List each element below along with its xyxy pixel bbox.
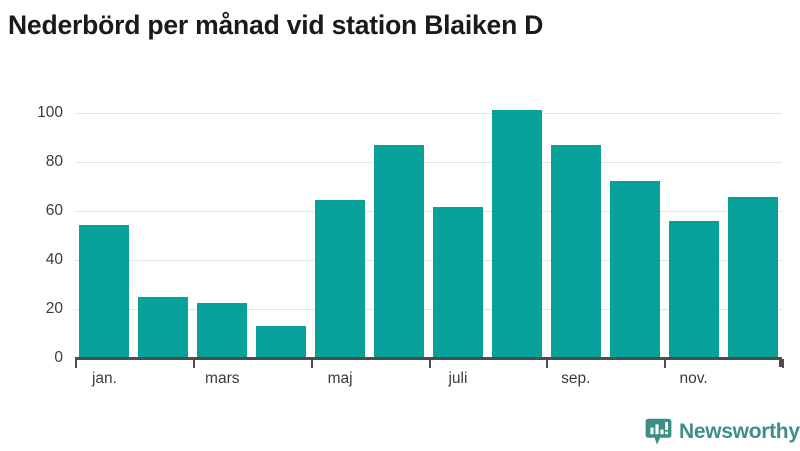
newsworthy-wordmark: Newsworthy bbox=[679, 420, 800, 443]
bar-feb[interactable] bbox=[138, 297, 189, 358]
bars-layer bbox=[75, 83, 782, 358]
y-tick-label-20: 20 bbox=[45, 300, 63, 317]
bar-okt[interactable] bbox=[609, 181, 660, 358]
y-tick-label-100: 100 bbox=[37, 104, 63, 121]
x-axis-line bbox=[75, 357, 782, 360]
gridline-20 bbox=[75, 309, 782, 310]
x-tick-label-sep: sep. bbox=[561, 370, 591, 387]
bar-maj[interactable] bbox=[315, 199, 366, 358]
y-tick-label-0: 0 bbox=[54, 349, 63, 366]
x-tick-mark bbox=[192, 359, 195, 368]
bar-aug[interactable] bbox=[491, 109, 542, 358]
x-tick-label-mars: mars bbox=[205, 370, 240, 387]
bar-sep[interactable] bbox=[550, 144, 601, 358]
gridline-60 bbox=[75, 211, 782, 212]
bar-juli[interactable] bbox=[432, 207, 483, 358]
bar-jan[interactable] bbox=[79, 224, 130, 358]
y-tick-label-60: 60 bbox=[45, 202, 63, 219]
y-tick-label-40: 40 bbox=[45, 251, 63, 268]
x-tick-label-juli: juli bbox=[448, 370, 468, 387]
newsworthy-logo[interactable]: Newsworthy bbox=[645, 418, 800, 446]
bar-juni[interactable] bbox=[374, 144, 425, 358]
x-tick-mark bbox=[75, 359, 77, 368]
y-axis: 100 80 60 40 20 0 bbox=[0, 0, 63, 450]
x-tick-mark bbox=[310, 359, 313, 368]
gridline-100 bbox=[75, 113, 782, 114]
x-tick-mark bbox=[782, 359, 784, 368]
y-tick-label-80: 80 bbox=[45, 153, 63, 170]
x-tick-label-maj: maj bbox=[327, 370, 353, 387]
x-tick-mark bbox=[428, 359, 431, 368]
bar-apr[interactable] bbox=[256, 325, 307, 358]
chart-title: Nederbörd per månad vid station Blaiken … bbox=[8, 10, 544, 40]
x-tick-mark bbox=[664, 359, 667, 368]
x-tick-mark bbox=[546, 359, 549, 368]
gridline-80 bbox=[75, 162, 782, 163]
x-tick-label-jan: jan. bbox=[91, 370, 117, 387]
bar-mars[interactable] bbox=[197, 303, 248, 358]
bar-dec[interactable] bbox=[727, 197, 778, 358]
gridline-40 bbox=[75, 260, 782, 261]
x-axis-end-cap bbox=[779, 357, 782, 367]
x-tick-label-nov: nov. bbox=[679, 370, 708, 387]
plot-area bbox=[75, 109, 782, 358]
bar-chart-bubble-icon bbox=[645, 418, 672, 446]
bar-nov[interactable] bbox=[668, 221, 719, 358]
